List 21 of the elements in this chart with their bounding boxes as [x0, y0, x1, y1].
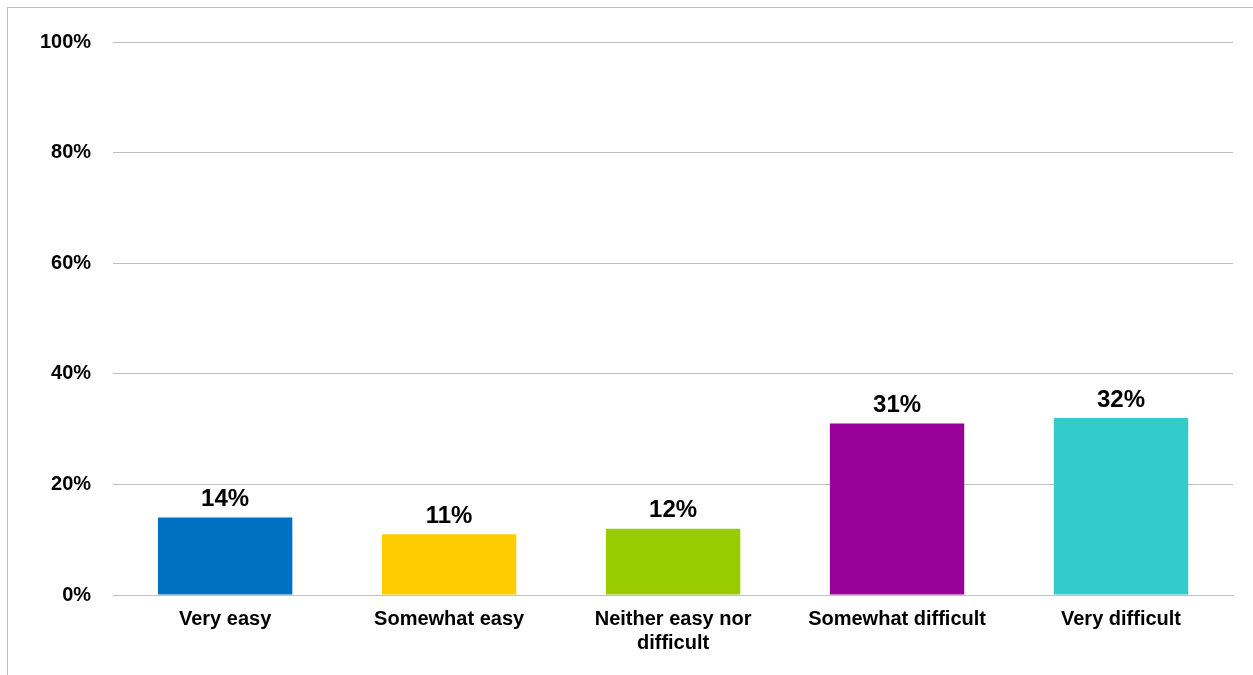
x-tick-label: Very easy — [178, 606, 273, 629]
data-label: 14% — [201, 484, 250, 512]
bar — [605, 528, 741, 595]
x-tick-label: Somewhat easy — [374, 606, 526, 629]
y-tick-label: 80% — [51, 140, 92, 163]
y-tick-label: 100% — [40, 29, 92, 52]
y-tick-label: 60% — [51, 250, 92, 273]
data-label: 32% — [1096, 384, 1146, 412]
x-tick-label: Somewhat difficult — [808, 606, 987, 629]
bar — [1053, 418, 1189, 595]
y-tick-label: 40% — [51, 361, 92, 384]
bar — [829, 423, 965, 595]
bar — [157, 517, 293, 595]
x-tick-label: Neither easy nor difficult — [594, 606, 752, 653]
y-tick-label: 20% — [51, 471, 92, 494]
data-label: 31% — [873, 390, 922, 418]
y-tick-label: 0% — [62, 582, 92, 605]
bar — [381, 534, 517, 595]
data-label: 12% — [649, 495, 698, 523]
data-label: 11% — [425, 500, 473, 528]
x-tick-label: Very difficult — [1061, 606, 1182, 629]
